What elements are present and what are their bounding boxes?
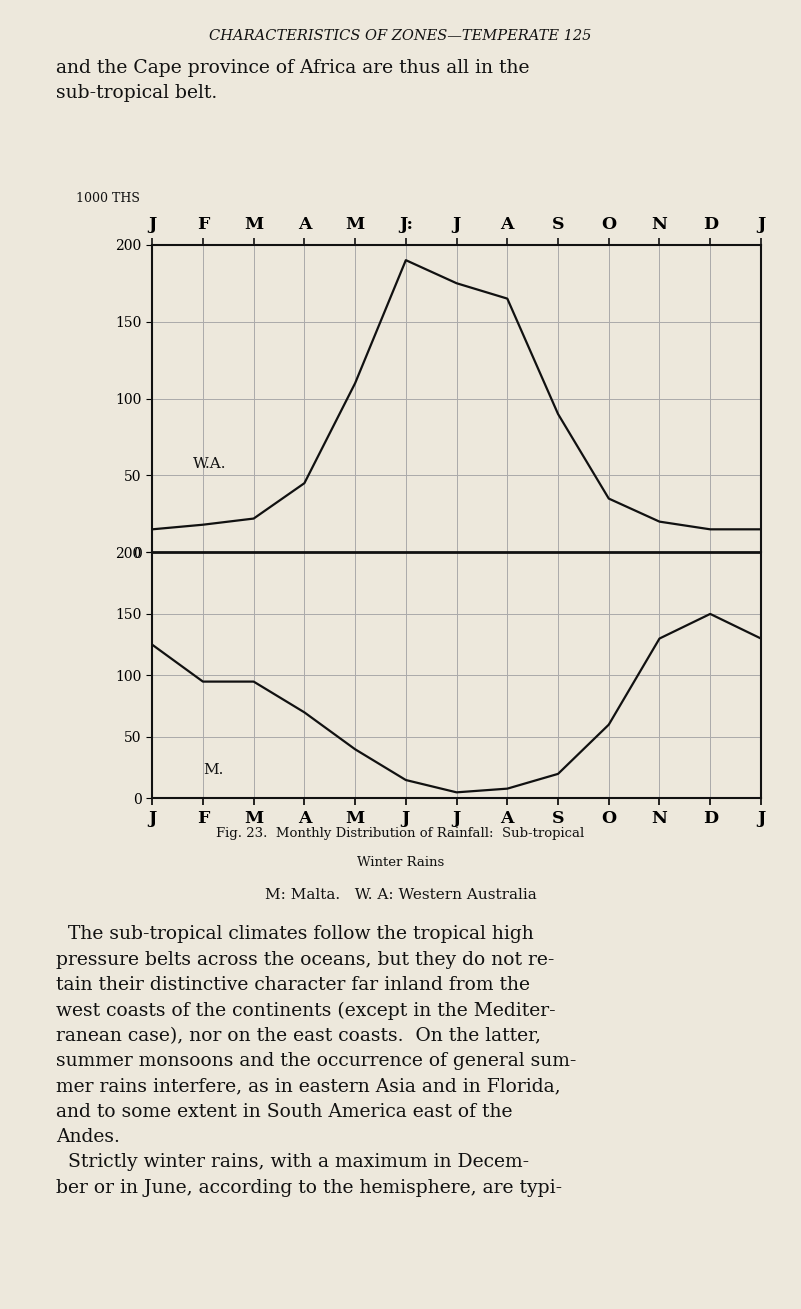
Text: The sub-tropical climates follow the tropical high
pressure belts across the oce: The sub-tropical climates follow the tro… (56, 925, 577, 1196)
Text: W.A.: W.A. (193, 457, 226, 471)
Text: M.: M. (203, 763, 223, 776)
Text: M: Malta.   W. A: Western Australia: M: Malta. W. A: Western Australia (264, 888, 537, 902)
Text: Winter Rains: Winter Rains (357, 856, 444, 869)
Text: Fig. 23.  Monthly Distribution of Rainfall:  Sub-tropical: Fig. 23. Monthly Distribution of Rainfal… (216, 827, 585, 840)
Text: CHARACTERISTICS OF ZONES—TEMPERATE 125: CHARACTERISTICS OF ZONES—TEMPERATE 125 (209, 29, 592, 43)
Text: and the Cape province of Africa are thus all in the
sub-tropical belt.: and the Cape province of Africa are thus… (56, 59, 529, 102)
Text: 1000 THS: 1000 THS (76, 192, 140, 204)
